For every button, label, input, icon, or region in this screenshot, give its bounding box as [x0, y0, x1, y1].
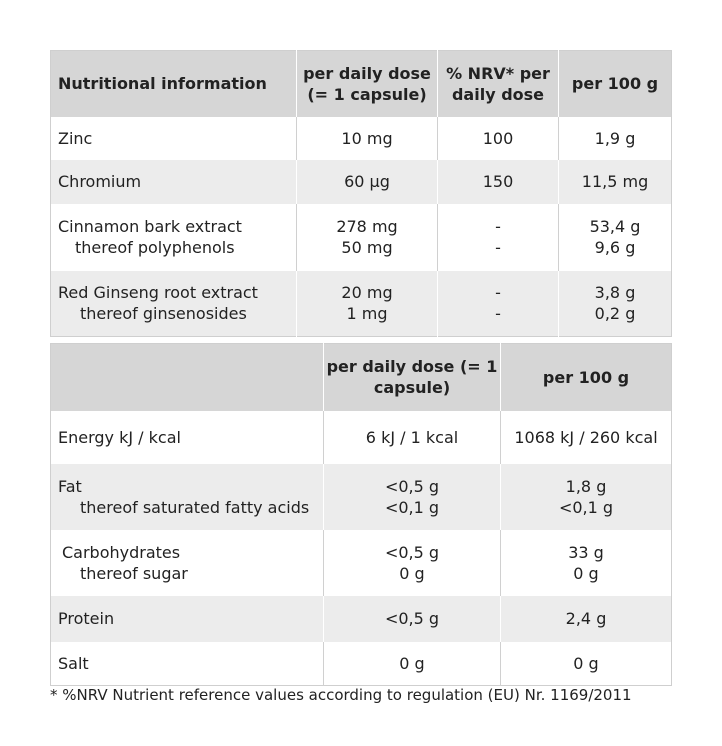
row-label: Fat	[58, 476, 82, 496]
cell-per100: 1,9 g	[558, 116, 672, 160]
row-label: Salt	[50, 641, 324, 686]
col-header-per-100g: per 100 g	[558, 50, 672, 117]
cell-dose: <0,5 g	[323, 595, 501, 642]
table-row: Protein <0,5 g 2,4 g	[50, 595, 672, 642]
cell-value: 33 g	[568, 542, 604, 562]
table-row: Zinc 10 mg 100 1,9 g	[50, 116, 672, 160]
cell-dose: 10 mg	[296, 116, 438, 160]
cell-per100: 1068 kJ / 260 kcal	[500, 410, 672, 464]
nutrition-table: Nutritional information per daily dose (…	[50, 50, 672, 337]
cell-subvalue: 0 g	[573, 563, 599, 583]
row-sublabel: thereof ginsenosides	[80, 304, 247, 324]
cell-subvalue: <0,1 g	[384, 497, 440, 517]
row-label-cell: Carbohydrates thereof sugar	[50, 529, 324, 596]
row-label: Red Ginseng root extract	[58, 283, 258, 303]
cell-value: 278 mg	[336, 217, 398, 236]
cell-nrv: - -	[437, 270, 559, 337]
cell-subvalue: 0,2 g	[594, 304, 636, 324]
cell-dose: 6 kJ / 1 kcal	[323, 410, 501, 464]
cell-subvalue: <0,1 g	[558, 497, 614, 517]
cell-dose: <0,5 g <0,1 g	[323, 463, 501, 530]
cell-nrv: - -	[437, 203, 559, 271]
table-row: Cinnamon bark extract thereof polyphenol…	[50, 203, 672, 271]
cell-nrv: 100	[437, 116, 559, 160]
cell-value: 20 mg	[341, 283, 393, 303]
cell-dose: 60 µg	[296, 159, 438, 204]
row-label: Energy kJ / kcal	[50, 410, 324, 464]
col-header-blank	[50, 343, 324, 411]
cell-value: <0,5 g	[384, 476, 440, 496]
row-label-cell: Red Ginseng root extract thereof ginseno…	[50, 270, 297, 337]
table-row: Carbohydrates thereof sugar <0,5 g 0 g 3…	[50, 529, 672, 596]
table-row: Energy kJ / kcal 6 kJ / 1 kcal 1068 kJ /…	[50, 410, 672, 464]
cell-subvalue: 1 mg	[346, 304, 388, 324]
row-label-cell: Cinnamon bark extract thereof polyphenol…	[50, 203, 297, 271]
row-label: Chromium	[50, 159, 297, 204]
table-row: Chromium 60 µg 150 11,5 mg	[50, 159, 672, 204]
col-header-nutritional-information: Nutritional information	[50, 50, 297, 117]
row-label: Cinnamon bark extract	[58, 217, 242, 236]
cell-per100: 11,5 mg	[558, 159, 672, 204]
col-header-per-daily-dose: per daily dose (= 1 capsule)	[296, 50, 438, 117]
cell-dose: 20 mg 1 mg	[296, 270, 438, 337]
cell-dose: <0,5 g 0 g	[323, 529, 501, 596]
col-header-per-100g: per 100 g	[500, 343, 672, 411]
cell-subvalue: 9,6 g	[594, 238, 636, 257]
table-header-row: Nutritional information per daily dose (…	[50, 50, 672, 117]
cell-value: -	[495, 217, 501, 236]
cell-per100: 53,4 g 9,6 g	[558, 203, 672, 271]
cell-dose: 278 mg 50 mg	[296, 203, 438, 271]
cell-per100: 0 g	[500, 641, 672, 686]
cell-per100: 2,4 g	[500, 595, 672, 642]
col-header-per-daily-dose: per daily dose (= 1 capsule)	[323, 343, 501, 411]
cell-per100: 1,8 g <0,1 g	[500, 463, 672, 530]
energy-macronutrient-table: per daily dose (= 1 capsule) per 100 g E…	[50, 343, 672, 686]
cell-value: 1,8 g	[565, 476, 607, 496]
cell-dose: 0 g	[323, 641, 501, 686]
table-header-row: per daily dose (= 1 capsule) per 100 g	[50, 343, 672, 411]
row-label: Protein	[50, 595, 324, 642]
cell-value: -	[495, 283, 501, 303]
cell-value: 3,8 g	[594, 283, 636, 303]
row-sublabel: thereof polyphenols	[75, 238, 235, 257]
cell-subvalue: -	[495, 238, 501, 257]
cell-subvalue: 0 g	[399, 563, 425, 583]
cell-per100: 3,8 g 0,2 g	[558, 270, 672, 337]
row-label: Zinc	[50, 116, 297, 160]
row-sublabel: thereof sugar	[80, 563, 188, 583]
cell-per100: 33 g 0 g	[500, 529, 672, 596]
col-header-nrv: % NRV* per daily dose	[437, 50, 559, 117]
cell-value: <0,5 g	[384, 542, 440, 562]
row-sublabel: thereof saturated fatty acids	[80, 497, 310, 517]
row-label-cell: Fat thereof saturated fatty acids	[50, 463, 324, 530]
footnote: * %NRV Nutrient reference values accordi…	[50, 686, 632, 704]
table-row: Red Ginseng root extract thereof ginseno…	[50, 270, 672, 337]
cell-nrv: 150	[437, 159, 559, 204]
cell-value: 53,4 g	[589, 217, 641, 236]
table-row: Fat thereof saturated fatty acids <0,5 g…	[50, 463, 672, 530]
table-row: Salt 0 g 0 g	[50, 641, 672, 686]
cell-subvalue: 50 mg	[341, 238, 393, 257]
row-label: Carbohydrates	[62, 542, 181, 562]
cell-subvalue: -	[495, 304, 501, 324]
